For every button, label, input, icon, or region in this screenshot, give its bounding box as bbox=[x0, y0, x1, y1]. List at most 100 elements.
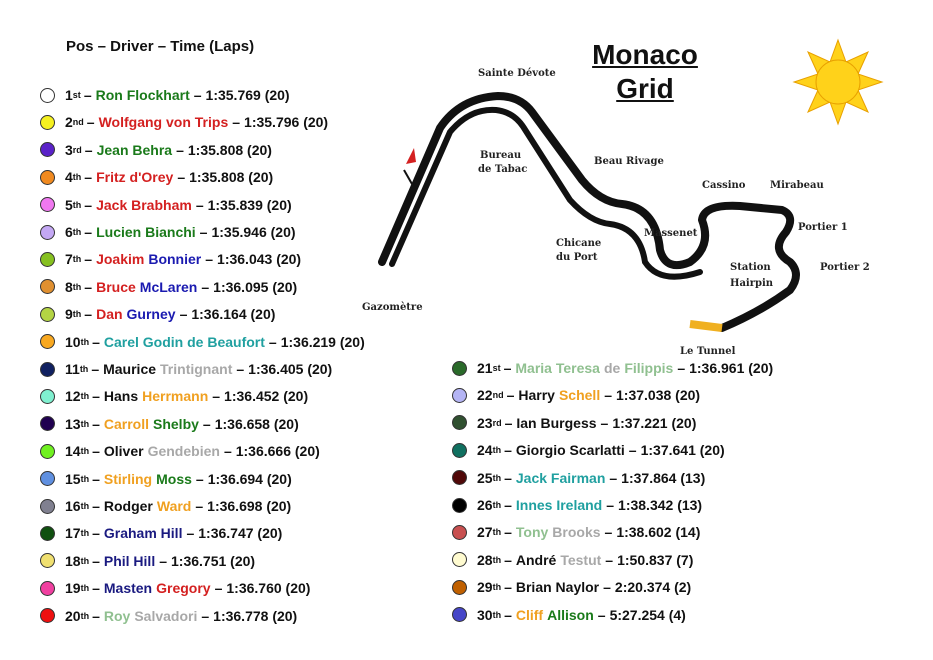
driver-name: Cliff bbox=[515, 606, 544, 623]
separator: – bbox=[86, 114, 95, 131]
separator: – bbox=[232, 114, 241, 131]
track-label: Portier 1 bbox=[798, 222, 848, 233]
position-marker bbox=[452, 579, 467, 595]
driver-name: Herrmann bbox=[142, 388, 209, 405]
driver-name: André bbox=[515, 551, 557, 568]
separator: – bbox=[193, 87, 202, 103]
track-label: Hairpin bbox=[730, 278, 774, 289]
driver-name: Dan bbox=[96, 306, 123, 323]
lap-time: 5:27.254 (4) bbox=[609, 606, 686, 623]
list-header: Pos – Driver – Time (Laps) bbox=[66, 38, 255, 55]
track-label: Bureau bbox=[480, 150, 521, 161]
driver-name: Ian Burgess bbox=[516, 414, 597, 431]
separator: – bbox=[504, 551, 512, 568]
driver-name: Jack Brabham bbox=[96, 196, 192, 213]
separator: – bbox=[628, 442, 637, 459]
driver-name: Graham Hill bbox=[103, 525, 183, 542]
driver-name: Allison bbox=[547, 606, 594, 623]
separator: – bbox=[606, 497, 615, 513]
lap-time: 1:36.666 (20) bbox=[235, 443, 320, 460]
separator: – bbox=[92, 580, 100, 597]
position: 23 bbox=[477, 414, 493, 431]
position-marker bbox=[452, 607, 467, 623]
position-marker bbox=[40, 525, 55, 541]
position-marker bbox=[40, 224, 55, 240]
position-marker bbox=[40, 580, 55, 596]
position-marker bbox=[452, 415, 467, 431]
driver-name: Oliver bbox=[103, 443, 144, 460]
separator: – bbox=[195, 196, 204, 213]
position: 2 bbox=[65, 114, 73, 131]
driver-name: Brian Naylor bbox=[515, 579, 600, 596]
position: 7 bbox=[65, 251, 73, 268]
separator: – bbox=[504, 414, 513, 431]
lap-time: 1:36.043 (20) bbox=[217, 251, 302, 268]
position-suffix: nd bbox=[72, 117, 84, 128]
driver-name: Ron Flockhart bbox=[95, 87, 190, 103]
separator: – bbox=[83, 87, 92, 103]
separator: – bbox=[84, 141, 93, 158]
position-suffix: th bbox=[80, 418, 90, 429]
lap-time: 1:36.778 (20) bbox=[213, 607, 298, 624]
separator: – bbox=[92, 333, 100, 350]
lap-time: 1:36.164 (20) bbox=[191, 306, 276, 323]
position-suffix: th bbox=[80, 501, 90, 511]
flag bbox=[406, 148, 416, 164]
lap-time: 1:36.961 (20) bbox=[689, 360, 774, 376]
separator: – bbox=[159, 552, 168, 569]
separator: – bbox=[84, 224, 93, 240]
separator: – bbox=[199, 224, 208, 240]
position: 21 bbox=[477, 360, 493, 376]
separator: – bbox=[677, 360, 686, 376]
position: 3 bbox=[65, 141, 73, 158]
driver-name: Schell bbox=[558, 387, 601, 404]
separator: – bbox=[91, 361, 100, 377]
driver-name: Carroll bbox=[103, 415, 149, 432]
track-inner bbox=[389, 106, 703, 280]
lap-time: 1:36.760 (20) bbox=[226, 580, 311, 597]
position-suffix: st bbox=[72, 90, 81, 100]
driver-name: Roy bbox=[103, 607, 131, 624]
position-marker bbox=[40, 443, 55, 459]
position-marker bbox=[40, 114, 55, 130]
driver-name: Giorgio Scarlatti bbox=[515, 442, 625, 459]
position-suffix: th bbox=[80, 446, 90, 457]
track-label: Le Tunnel bbox=[680, 346, 736, 357]
lap-time: 1:35.839 (20) bbox=[207, 196, 292, 213]
position: 5 bbox=[65, 196, 73, 213]
lap-time: 1:36.658 (20) bbox=[214, 415, 299, 432]
position: 30 bbox=[477, 606, 493, 623]
separator: – bbox=[236, 361, 245, 377]
separator: – bbox=[92, 443, 100, 460]
separator: – bbox=[92, 525, 100, 542]
tunnel bbox=[689, 320, 723, 332]
driver-name: Bruce bbox=[96, 278, 136, 295]
position-marker bbox=[40, 416, 55, 432]
position-suffix: th bbox=[80, 391, 90, 402]
position-marker bbox=[452, 387, 467, 403]
separator: – bbox=[597, 606, 606, 623]
title-line: Monaco bbox=[592, 39, 698, 70]
driver-name: Fritz d'Orey bbox=[96, 169, 174, 186]
track-label: Mirabeau bbox=[770, 180, 824, 191]
separator: – bbox=[84, 306, 93, 323]
position: 1 bbox=[65, 87, 73, 103]
position: 16 bbox=[65, 498, 81, 514]
driver-name: de bbox=[603, 360, 621, 376]
separator: – bbox=[506, 387, 515, 404]
separator: – bbox=[503, 360, 512, 376]
position-suffix: th bbox=[492, 445, 502, 456]
driver-name: Maurice bbox=[103, 361, 157, 377]
position-marker bbox=[40, 388, 55, 404]
driver-name: Shelby bbox=[153, 415, 199, 432]
track-label: Massenet bbox=[644, 228, 698, 239]
position-suffix: th bbox=[80, 555, 90, 566]
lap-time: 1:36.698 (20) bbox=[207, 498, 292, 514]
